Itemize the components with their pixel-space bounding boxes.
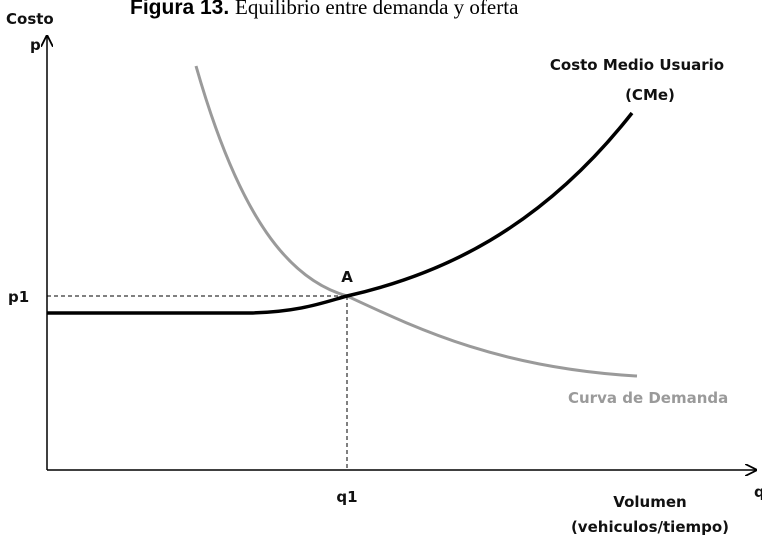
figure-title: Equilibrio entre demanda y oferta [235,0,519,19]
quantity-label: q1 [336,488,357,506]
cost-curve [47,111,634,315]
demand-curve [194,65,638,378]
x-axis-unit: (vehiculos/tiempo) [571,518,729,536]
equilibrium-label: A [341,268,353,286]
x-axis-symbol: q [754,483,762,501]
cost-curve-label: Costo Medio Usuario [550,56,724,74]
y-axis-symbol: p [30,36,41,54]
x-axis-label: Volumen [613,493,686,511]
cost-curve-abbr: (CMe) [625,86,675,104]
demand-curve-label: Curva de Demanda [568,389,728,407]
figure-label: Figura 13. [130,0,229,19]
y-axis-label: Costo [6,10,54,28]
price-label: p1 [8,288,29,306]
